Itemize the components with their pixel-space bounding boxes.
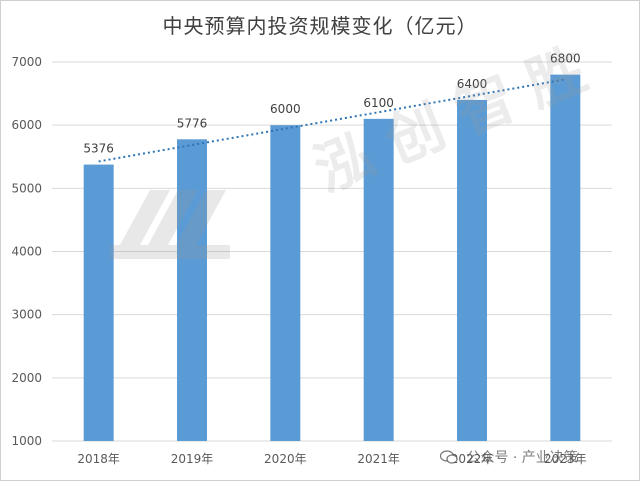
y-tick-label: 1000 xyxy=(11,434,42,448)
x-tick-label: 2018年 xyxy=(77,452,120,466)
y-tick-label: 7000 xyxy=(11,55,42,69)
x-tick-label: 2022年 xyxy=(451,452,494,466)
data-label: 6100 xyxy=(363,96,394,110)
y-axis-ticks: 1000 2000 3000 4000 5000 6000 7000 xyxy=(11,55,42,448)
y-tick-label: 5000 xyxy=(11,181,42,195)
y-tick-label: 3000 xyxy=(11,308,42,322)
bar xyxy=(550,74,581,441)
bar xyxy=(177,139,207,442)
trendline xyxy=(98,78,566,163)
bar xyxy=(83,164,114,441)
x-tick-label: 2021年 xyxy=(357,452,400,466)
y-tick-label: 6000 xyxy=(11,118,42,132)
bars xyxy=(83,74,581,442)
wechat-icon xyxy=(440,450,458,464)
data-label: 6800 xyxy=(550,52,581,66)
x-tick-label: 2019年 xyxy=(171,452,214,466)
data-label: 5376 xyxy=(83,142,114,156)
data-label: 5776 xyxy=(177,116,208,130)
data-label: 6400 xyxy=(457,77,488,91)
trendline-layer xyxy=(98,78,566,163)
data-label: 6000 xyxy=(270,102,301,116)
source-footer: 公众号 · 产业决策 xyxy=(440,447,578,467)
x-tick-label: 2020年 xyxy=(264,452,307,466)
grid-layer xyxy=(52,61,612,442)
y-tick-label: 2000 xyxy=(11,371,42,385)
x-tick-label: 2023年 xyxy=(544,452,587,466)
x-axis-ticks: 2018年 2019年 2020年 2021年 2022年 2023年 xyxy=(77,452,586,466)
bar xyxy=(457,99,487,442)
bar xyxy=(270,125,301,442)
footer-text: 公众号 · 产业决策 xyxy=(466,450,578,466)
y-tick-label: 4000 xyxy=(11,245,42,259)
bar xyxy=(363,118,394,441)
data-labels: 5376 5776 6000 6100 6400 6800 xyxy=(83,52,580,156)
chart-title: 中央预算内投资规模变化（亿元） xyxy=(162,14,478,38)
